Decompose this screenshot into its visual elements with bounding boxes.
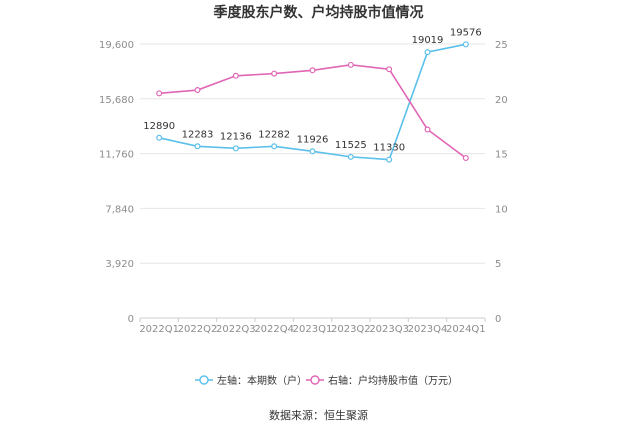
x-tick-label: 2023Q3 xyxy=(369,324,409,335)
avg-value-point xyxy=(271,70,278,77)
households-point xyxy=(347,153,354,160)
y-left-tick-label: 7,840 xyxy=(105,204,134,215)
avg-value-point xyxy=(232,72,239,79)
data-label: 12890 xyxy=(143,121,175,132)
y-left-tick-label: 3,920 xyxy=(105,259,134,270)
y-left-tick-label: 11,760 xyxy=(99,150,134,161)
households-point xyxy=(462,41,469,48)
avg-value-point xyxy=(194,87,201,94)
y-right-tick-label: 20 xyxy=(495,95,508,106)
households-point xyxy=(156,134,163,141)
households-point xyxy=(309,148,316,155)
data-source: 数据来源：恒生聚源 xyxy=(269,409,368,422)
legend-swatch-marker xyxy=(310,375,320,385)
data-label: 12283 xyxy=(182,129,214,140)
y-right-tick-label: 15 xyxy=(495,150,508,161)
x-tick-label: 2022Q3 xyxy=(216,324,256,335)
households-point xyxy=(271,143,278,150)
legend-label: 右轴：户均持股市值（万元） xyxy=(328,374,458,387)
data-label: 11525 xyxy=(335,140,367,151)
data-label: 19019 xyxy=(412,35,444,46)
avg-value-point xyxy=(347,61,354,68)
chart-title: 季度股东户数、户均持股市值情况 xyxy=(213,5,424,21)
y-left-tick-label: 19,600 xyxy=(99,40,134,51)
avg-value-point xyxy=(462,154,469,161)
y-right-tick-label: 25 xyxy=(495,40,508,51)
x-tick-label: 2023Q4 xyxy=(408,324,448,335)
data-label: 19576 xyxy=(450,27,482,38)
avg-value-point xyxy=(424,126,431,133)
households-point xyxy=(194,143,201,150)
y-right-tick-label: 0 xyxy=(495,314,501,325)
households-point xyxy=(386,156,393,163)
y-left-tick-label: 0 xyxy=(128,314,134,325)
x-tick-label: 2022Q4 xyxy=(254,324,294,335)
legend-label: 左轴：本期数（户） xyxy=(217,374,307,387)
x-tick-label: 2023Q2 xyxy=(331,324,371,335)
data-label: 12282 xyxy=(258,129,290,140)
legend-swatch-marker xyxy=(199,375,209,385)
y-right-tick-label: 10 xyxy=(495,204,508,215)
data-label: 12136 xyxy=(220,131,252,142)
households-point xyxy=(232,145,239,152)
avg-value-point xyxy=(309,67,316,74)
data-label: 11926 xyxy=(297,134,329,145)
avg-value-point xyxy=(386,66,393,73)
y-right-tick-label: 5 xyxy=(495,259,501,270)
x-tick-label: 2024Q1 xyxy=(446,324,486,335)
y-left-tick-label: 15,680 xyxy=(99,95,134,106)
avg-value-point xyxy=(156,90,163,97)
x-tick-label: 2022Q2 xyxy=(178,324,218,335)
x-tick-label: 2023Q1 xyxy=(293,324,333,335)
x-tick-label: 2022Q1 xyxy=(139,324,179,335)
data-label: 11330 xyxy=(373,143,405,154)
households-point xyxy=(424,49,431,56)
